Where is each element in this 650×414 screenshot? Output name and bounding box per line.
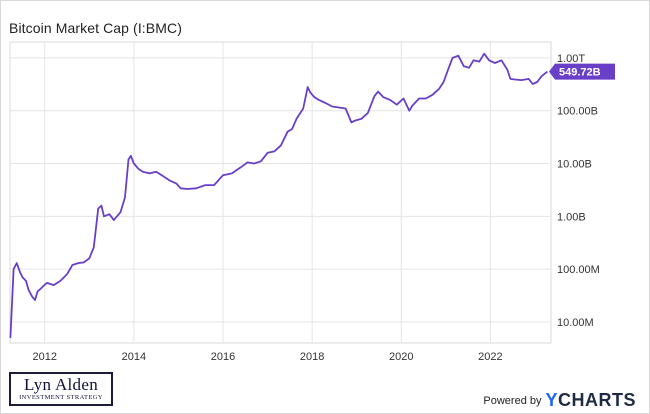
x-tick-label: 2020	[389, 351, 413, 363]
last-value-badge: 549.72B	[549, 63, 615, 80]
y-tick-label: 100.00M	[557, 264, 600, 276]
y-tick-label: 1.00B	[557, 211, 586, 223]
x-tick-label: 2018	[300, 351, 324, 363]
ycharts-word: CHARTS	[558, 390, 636, 410]
logo-tagline: INVESTMENT STRATEGY	[19, 394, 103, 401]
y-tick-label: 10.00B	[557, 159, 592, 171]
lyn-alden-logo: Lyn Alden INVESTMENT STRATEGY	[9, 372, 113, 406]
last-value-label: 549.72B	[559, 67, 601, 79]
powered-by-text: Powered by	[483, 394, 542, 407]
logo-name: Lyn Alden	[23, 375, 98, 394]
y-tick-label: 10.00M	[557, 317, 594, 329]
chart-title: Bitcoin Market Cap (I:BMC)	[9, 20, 182, 36]
last-value-badge-shape	[549, 63, 615, 80]
series-line	[9, 52, 548, 338]
x-axis-ticks: 2012 2014 2016 2018 2020 2022	[33, 351, 503, 363]
ycharts-y-letter: Y	[545, 390, 558, 410]
x-tick-label: 2016	[211, 351, 235, 363]
x-tick-label: 2022	[478, 351, 502, 363]
grid-lines	[10, 42, 551, 343]
ycharts-logo: YCHARTS	[545, 390, 636, 411]
y-axis-ticks: 10.00M 100.00M 1.00B 10.00B 100.00B 1.00T	[557, 53, 600, 329]
plot-area	[9, 41, 552, 344]
y-tick-label: 1.00T	[557, 53, 585, 65]
x-tick-label: 2012	[33, 351, 57, 363]
y-tick-label: 100.00B	[557, 106, 598, 118]
powered-by-ycharts[interactable]: Powered by YCHARTS	[483, 390, 636, 411]
x-tick-label: 2014	[122, 351, 146, 363]
